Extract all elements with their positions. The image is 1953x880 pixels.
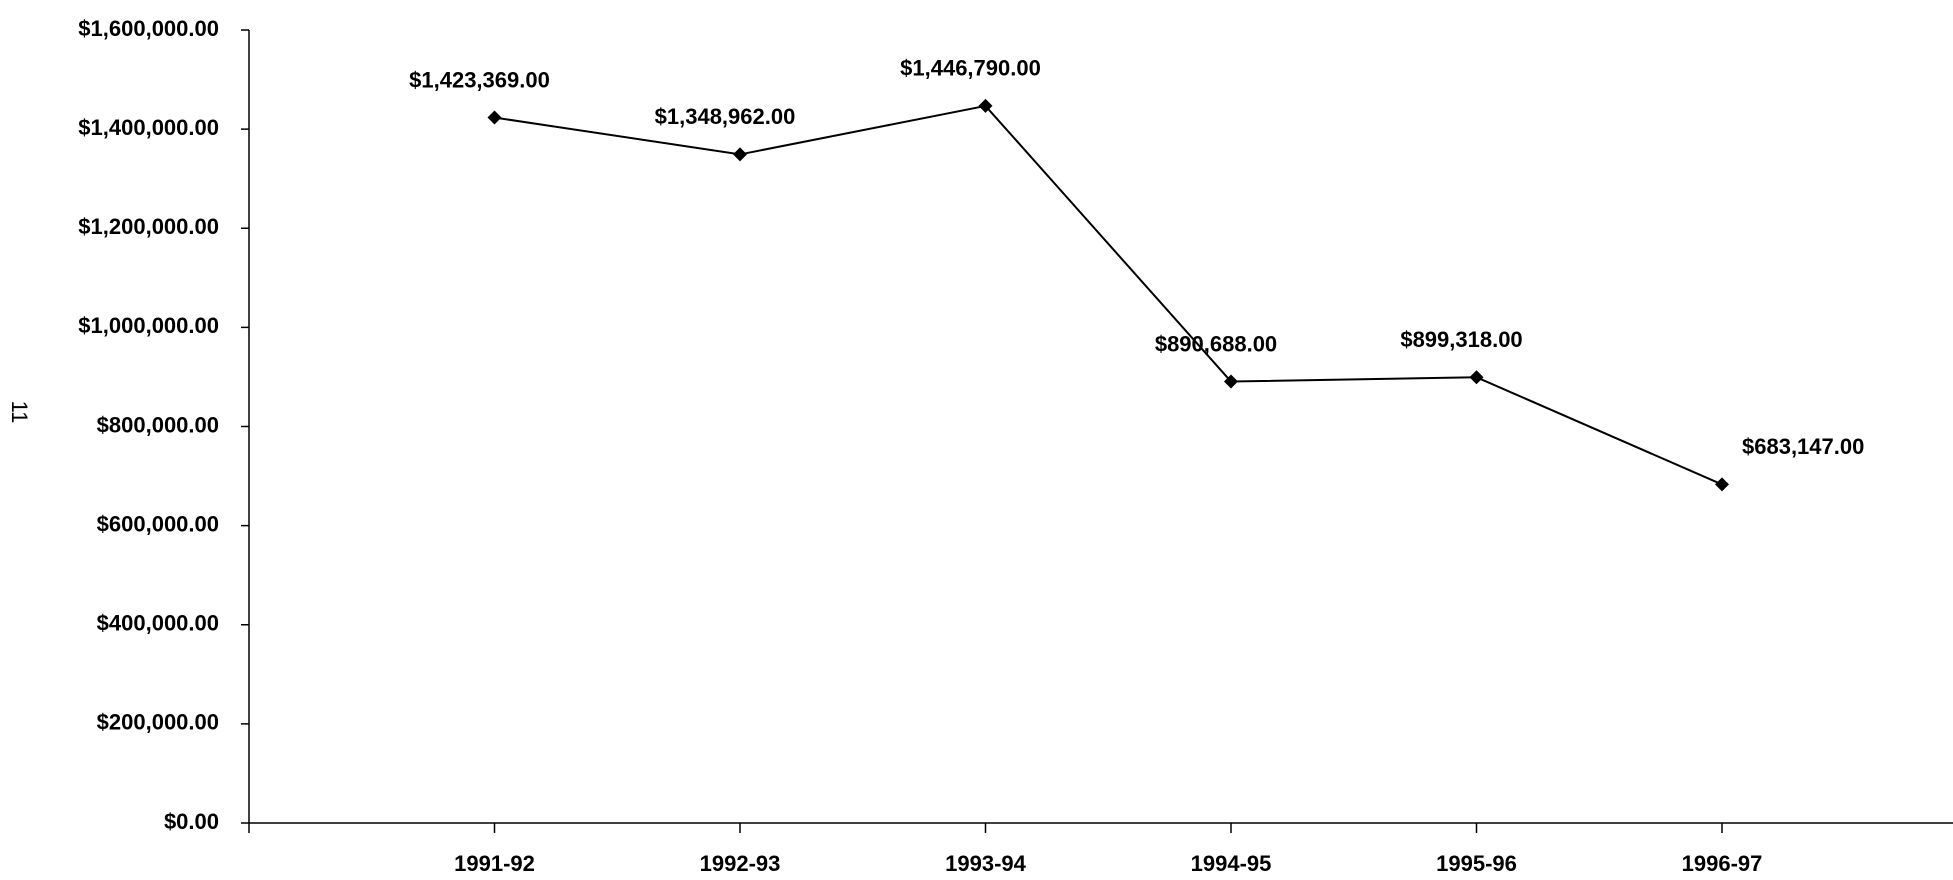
marker	[733, 147, 747, 162]
y-tick-label: $400,000.00	[97, 611, 219, 636]
x-tick-label: 1991-92	[454, 851, 535, 876]
y-tick-label: $1,600,000.00	[78, 16, 219, 41]
page-number: 11	[7, 401, 32, 424]
marker	[1224, 374, 1238, 389]
data-label: $1,446,790.00	[900, 56, 1041, 81]
x-tick-label: 1995-96	[1436, 851, 1517, 876]
y-tick-label: $800,000.00	[97, 412, 219, 437]
marker	[978, 98, 993, 113]
marker	[1469, 370, 1484, 385]
data-label: $899,318.00	[1400, 327, 1522, 352]
marker	[1715, 477, 1729, 492]
series-line	[494, 104, 1723, 486]
x-tick-label: 1994-95	[1191, 851, 1272, 876]
x-tick-label: 1993-94	[945, 851, 1027, 876]
data-label: $683,147.00	[1742, 434, 1864, 459]
marker	[487, 110, 502, 125]
y-tick-label: $1,200,000.00	[78, 214, 219, 239]
y-tick-label: $600,000.00	[97, 511, 219, 536]
y-tick-label: $1,000,000.00	[78, 313, 219, 338]
data-label: $1,423,369.00	[409, 67, 550, 92]
x-tick-label: 1992-93	[700, 851, 781, 876]
data-label: $1,348,962.00	[655, 104, 796, 129]
y-tick-label: $200,000.00	[97, 710, 219, 735]
x-tick-label: 1996-97	[1682, 851, 1763, 876]
data-label: $890,688.00	[1155, 331, 1277, 356]
y-tick-label: $0.00	[164, 809, 219, 834]
y-tick-label: $1,400,000.00	[78, 115, 219, 140]
